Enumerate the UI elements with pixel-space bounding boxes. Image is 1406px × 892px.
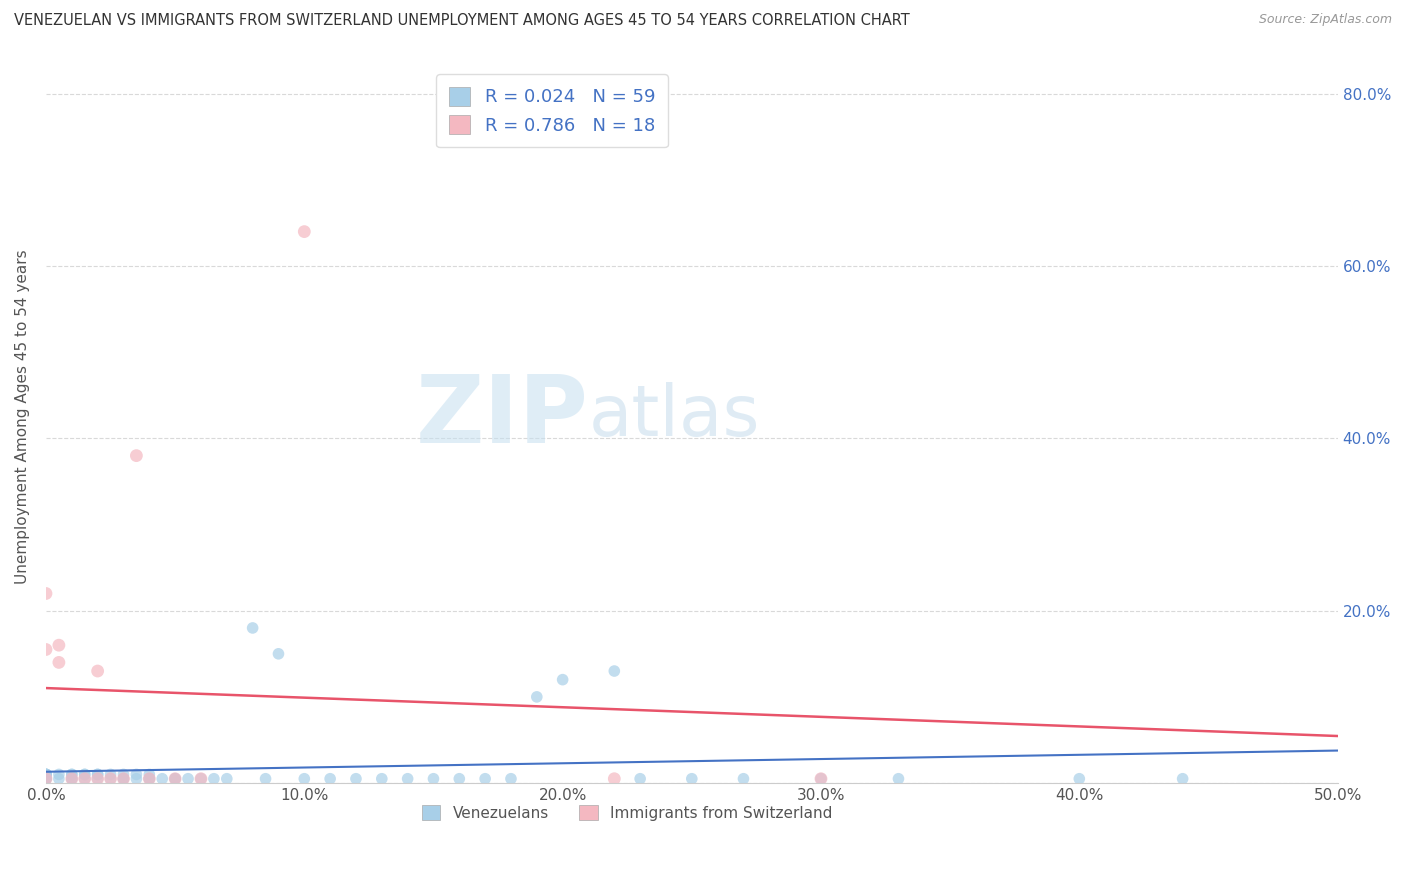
Text: ZIP: ZIP [416, 371, 589, 463]
Point [73, 772, 96, 786]
Point [165, 772, 187, 786]
Point [60, 772, 83, 786]
Point [86, 767, 108, 781]
Point [60, 767, 83, 781]
Point [526, 690, 548, 704]
Point [215, 772, 238, 786]
Point [190, 772, 212, 786]
Point [112, 772, 135, 786]
Point [165, 772, 187, 786]
Point [267, 647, 290, 661]
Point [100, 767, 122, 781]
Point [681, 772, 703, 786]
Point [499, 772, 522, 786]
Point [319, 772, 342, 786]
Point [35, 772, 58, 786]
Point [165, 772, 187, 786]
Point [112, 767, 135, 781]
Point [35, 767, 58, 781]
Point [125, 449, 148, 463]
Point [60, 772, 83, 786]
Point [344, 772, 367, 786]
Point [138, 772, 160, 786]
Point [138, 772, 160, 786]
Point [35, 772, 58, 786]
Point [48, 767, 70, 781]
Text: VENEZUELAN VS IMMIGRANTS FROM SWITZERLAND UNEMPLOYMENT AMONG AGES 45 TO 54 YEARS: VENEZUELAN VS IMMIGRANTS FROM SWITZERLAN… [14, 13, 910, 29]
Point [292, 225, 315, 239]
Point [1069, 772, 1091, 786]
Point [125, 772, 148, 786]
Point [73, 767, 96, 781]
Point [48, 638, 70, 652]
Point [254, 772, 277, 786]
Point [35, 642, 58, 657]
Point [100, 772, 122, 786]
Point [60, 767, 83, 781]
Legend: Venezuelans, Immigrants from Switzerland: Venezuelans, Immigrants from Switzerland [416, 798, 838, 827]
Point [396, 772, 419, 786]
Point [603, 664, 626, 678]
Point [1171, 772, 1194, 786]
Point [86, 772, 108, 786]
Point [810, 772, 832, 786]
Point [138, 772, 160, 786]
Point [810, 772, 832, 786]
Text: Source: ZipAtlas.com: Source: ZipAtlas.com [1258, 13, 1392, 27]
Point [474, 772, 496, 786]
Point [190, 772, 212, 786]
Point [202, 772, 225, 786]
Point [86, 772, 108, 786]
Point [112, 772, 135, 786]
Point [112, 772, 135, 786]
Point [48, 772, 70, 786]
Point [35, 772, 58, 786]
Point [100, 772, 122, 786]
Point [733, 772, 755, 786]
Point [35, 767, 58, 781]
Point [628, 772, 651, 786]
Y-axis label: Unemployment Among Ages 45 to 54 years: Unemployment Among Ages 45 to 54 years [15, 250, 30, 584]
Point [35, 767, 58, 781]
Point [48, 656, 70, 670]
Point [73, 767, 96, 781]
Point [449, 772, 471, 786]
Point [86, 767, 108, 781]
Point [60, 772, 83, 786]
Point [138, 767, 160, 781]
Point [292, 772, 315, 786]
Point [551, 673, 574, 687]
Point [603, 772, 626, 786]
Point [150, 772, 173, 786]
Point [35, 767, 58, 781]
Point [73, 772, 96, 786]
Point [35, 772, 58, 786]
Point [371, 772, 394, 786]
Point [422, 772, 444, 786]
Point [177, 772, 200, 786]
Text: atlas: atlas [589, 383, 761, 451]
Point [887, 772, 910, 786]
Point [35, 586, 58, 600]
Point [35, 767, 58, 781]
Point [242, 621, 264, 635]
Point [86, 664, 108, 678]
Point [125, 767, 148, 781]
